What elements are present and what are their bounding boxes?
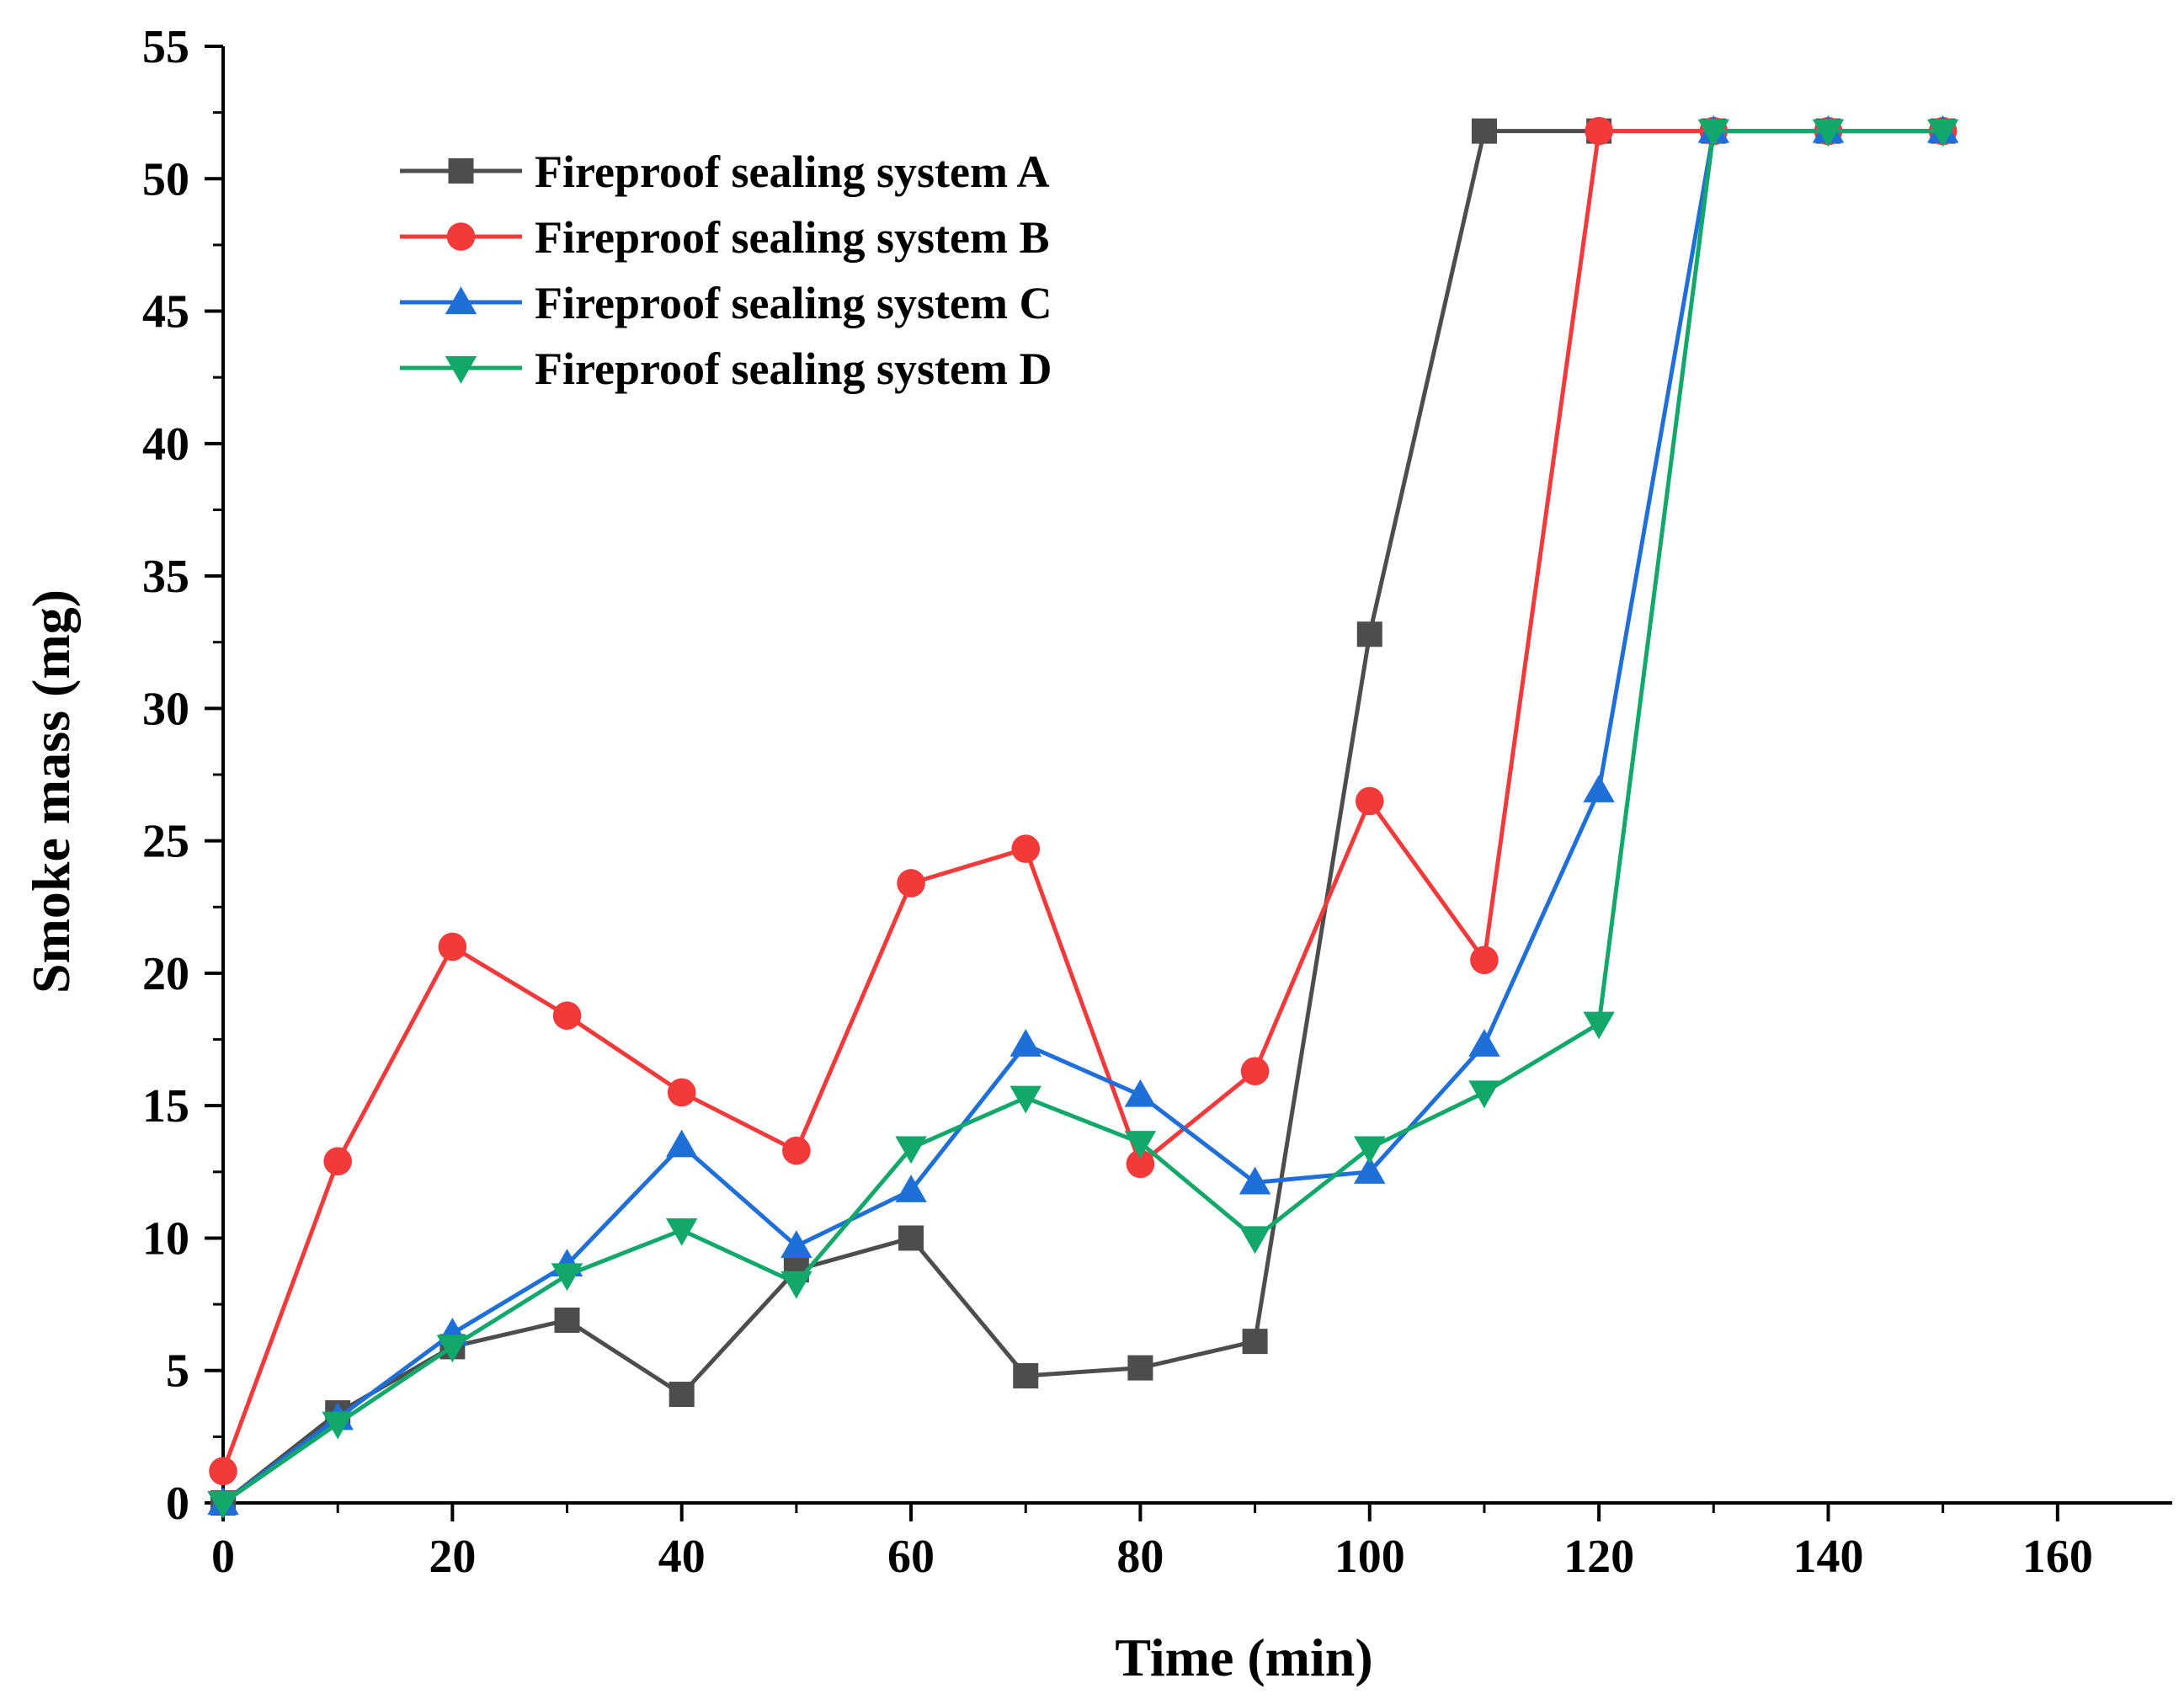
data-point xyxy=(438,932,467,962)
series-b xyxy=(209,116,1958,1486)
data-point xyxy=(1812,119,1845,147)
legend-item: Fireproof sealing system C xyxy=(400,278,1052,328)
series-line xyxy=(221,129,1943,1505)
data-point xyxy=(1240,1057,1270,1086)
series-c xyxy=(207,115,1959,1516)
data-point xyxy=(1011,834,1041,863)
data-point xyxy=(1583,1011,1615,1040)
legend-item: Fireproof sealing system A xyxy=(400,147,1049,197)
x-tick-label: 0 xyxy=(211,1531,235,1583)
y-tick-label: 25 xyxy=(142,816,189,868)
legend-marker xyxy=(445,355,477,384)
data-point xyxy=(1585,116,1613,146)
data-point xyxy=(1354,1136,1386,1164)
data-point xyxy=(1355,786,1384,816)
data-point xyxy=(207,1490,239,1519)
data-point xyxy=(665,1217,698,1246)
data-point xyxy=(1470,946,1499,974)
data-point xyxy=(323,1147,352,1176)
y-tick-label: 30 xyxy=(142,683,189,735)
legend-item: Fireproof sealing system D xyxy=(400,344,1052,394)
data-point xyxy=(1009,1029,1041,1057)
x-tick-label: 20 xyxy=(429,1531,476,1583)
data-point xyxy=(669,1382,695,1408)
series-line xyxy=(221,129,1943,1473)
y-tick-label: 0 xyxy=(166,1478,189,1530)
data-point xyxy=(897,869,925,898)
data-point xyxy=(895,1136,927,1164)
x-tick-label: 120 xyxy=(1563,1531,1634,1583)
data-point xyxy=(898,1225,924,1251)
data-point xyxy=(782,1136,811,1165)
data-point xyxy=(209,1457,237,1486)
data-point xyxy=(554,1307,580,1333)
y-tick-label: 20 xyxy=(142,948,189,1000)
y-tick-label: 50 xyxy=(142,153,189,205)
data-point xyxy=(1471,118,1497,144)
data-point xyxy=(1124,1131,1157,1159)
axes: 0 20 40 60 80 100 120 140 160 0 5 10 15 20 25 30 35 40 45 5… xyxy=(142,21,2172,1583)
data-point xyxy=(1468,1029,1500,1057)
series-d xyxy=(207,119,1959,1519)
legend-item: Fireproof sealing system B xyxy=(400,212,1049,263)
legend-label: Fireproof sealing system C xyxy=(535,278,1052,328)
data-point xyxy=(1238,1166,1271,1195)
x-tick-label: 160 xyxy=(2022,1531,2093,1583)
data-point xyxy=(1697,119,1730,147)
data-point xyxy=(322,1411,354,1440)
data-point xyxy=(1468,1080,1500,1109)
data-point xyxy=(780,1230,812,1258)
data-point xyxy=(1242,1329,1268,1355)
data-point xyxy=(1583,775,1615,802)
data-point xyxy=(665,1129,698,1158)
data-point xyxy=(436,1335,469,1363)
series-line xyxy=(221,129,1943,1505)
y-tick-label: 35 xyxy=(142,551,189,603)
series-line xyxy=(221,129,1943,1505)
x-tick-label: 60 xyxy=(887,1531,935,1583)
y-tick-label: 45 xyxy=(142,286,189,338)
legend-label: Fireproof sealing system B xyxy=(535,212,1049,263)
legend-label: Fireproof sealing system A xyxy=(535,147,1049,197)
data-point xyxy=(1013,1363,1039,1389)
y-tick-label: 15 xyxy=(142,1080,189,1132)
y-tick-label: 10 xyxy=(142,1212,189,1265)
y-tick-label: 5 xyxy=(166,1345,189,1398)
data-point xyxy=(551,1263,583,1292)
legend-marker xyxy=(448,158,474,184)
data-point xyxy=(1238,1226,1271,1255)
data-point xyxy=(1124,1079,1157,1107)
x-tick-label: 40 xyxy=(658,1531,706,1583)
legend-marker xyxy=(445,286,477,315)
data-point xyxy=(1126,1149,1155,1179)
y-axis-title: Smoke mass (mg) xyxy=(21,589,81,994)
data-point xyxy=(552,1001,582,1031)
legend-marker xyxy=(446,222,476,251)
x-axis-title: Time (min) xyxy=(1115,1628,1372,1687)
data-point xyxy=(1926,119,1959,147)
legend-label: Fireproof sealing system D xyxy=(535,344,1052,394)
y-tick-label: 40 xyxy=(142,418,189,471)
legend: Fireproof sealing system A Fireproof seal… xyxy=(400,147,1052,394)
x-tick-label: 140 xyxy=(1792,1531,1863,1583)
data-point xyxy=(667,1078,696,1107)
data-point xyxy=(895,1175,927,1202)
data-point xyxy=(1354,1156,1386,1184)
data-point xyxy=(1009,1085,1041,1114)
x-tick-label: 80 xyxy=(1116,1531,1164,1583)
y-tick-label: 55 xyxy=(142,21,189,73)
data-point xyxy=(1127,1355,1153,1381)
data-point xyxy=(1356,621,1382,647)
data-point xyxy=(780,1271,812,1299)
series-layer xyxy=(207,115,1959,1519)
x-tick-label: 100 xyxy=(1334,1531,1405,1583)
series-a xyxy=(210,118,1956,1516)
